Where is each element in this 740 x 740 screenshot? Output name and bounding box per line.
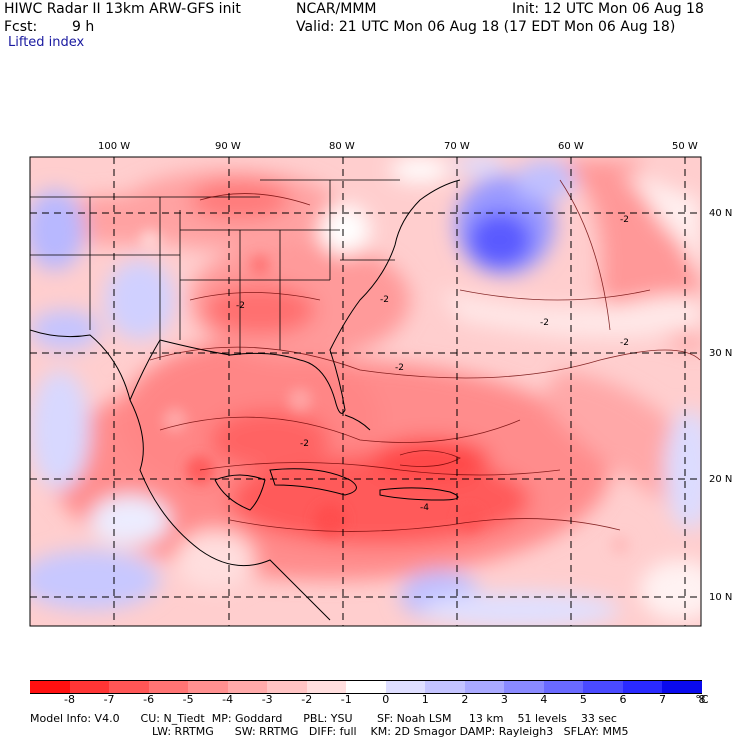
field-name: Lifted index [8,35,85,50]
lon-label: 80 W [329,141,355,152]
model-info-line-1: Model Info: V4.0 CU: N_Tiedt MP: Goddard… [30,712,617,725]
colorbar-tick-label: -7 [103,693,115,706]
colorbar-tick-label: -6 [143,693,155,706]
lat-label: 40 N [709,208,733,219]
colorbar-tick-label: -3 [261,693,273,706]
lon-label: 100 W [98,141,131,152]
valid-time: Valid: 21 UTC Mon 06 Aug 18 (17 EDT Mon … [296,19,676,35]
colorbar-cell [69,680,110,694]
colorbar-tick-label: -1 [340,693,352,706]
colorbar-tick-label: -8 [64,693,75,706]
contour-label: -2 [395,363,404,373]
colorbar-tick-label: 2 [461,693,469,706]
colorbar-tick-label: 5 [579,693,587,706]
model-title: HIWC Radar II 13km ARW-GFS init [4,1,241,17]
forecast-hours: 9 h [72,19,95,35]
colorbar-cell [504,680,545,694]
lon-label: 50 W [672,141,698,152]
lat-label: 10 N [709,592,733,603]
center-label: NCAR/MMM [296,1,377,17]
colorbar-cell [583,680,624,694]
contour-label: -2 [380,295,389,305]
model-info-line-2: LW: RRTMG SW: RRTMG DIFF: full KM: 2D Sm… [152,725,629,738]
forecast-label: Fcst: [4,19,38,35]
lon-label: 90 W [215,141,241,152]
colorbar-cell [543,680,584,694]
colorbar-tick-label: 8 [698,693,706,706]
colorbar-tick-label: 6 [619,693,627,706]
colorbar-tick-label: 7 [658,693,666,706]
colorbar-tick-label: -4 [222,693,234,706]
contour-label: -2 [540,318,549,328]
state-borders [30,179,400,360]
lat-lon-grid [30,157,701,626]
contour-label: -2 [620,338,629,348]
colorbar-cell [267,680,308,694]
colorbar-cell [346,680,387,694]
colorbar-cell [385,680,426,694]
init-time: Init: 12 UTC Mon 06 Aug 18 [512,1,704,17]
lon-label: 60 W [558,141,584,152]
colorbar-tick-label: 0 [382,693,390,706]
colorbar-cell [30,680,71,694]
contour-label-group: -2 -2 -2 -2 -2 -2 -4 -2 [236,215,629,513]
map-frame [29,156,702,627]
colorbar-tick-label: -5 [182,693,194,706]
contours [149,179,701,532]
colorbar-cell [188,680,229,694]
lat-label: 20 N [709,474,733,485]
lon-label: 70 W [444,141,470,152]
colorbar-cell [622,680,663,694]
colorbar-tick-label: 1 [421,693,429,706]
colorbar-cell [148,680,189,694]
colorbar-tick-label: 4 [540,693,548,706]
colorbar-cell [306,680,347,694]
colorbar-cell [227,680,268,694]
contour-label: -4 [420,503,429,513]
contour-label: -2 [300,439,309,449]
colorbar-tick-label: -2 [301,693,313,706]
colorbar-tick-label: 3 [500,693,508,706]
colorbar-cell [425,680,466,694]
colorbar-cell [109,680,150,694]
contour-label: -2 [236,301,245,311]
lat-label: 30 N [709,348,733,359]
colorbar-cell [662,680,703,694]
colorbar-cell [464,680,505,694]
colorbar-unit: °C [695,693,709,706]
field-shading [30,157,701,626]
contour-label: -2 [620,215,629,225]
